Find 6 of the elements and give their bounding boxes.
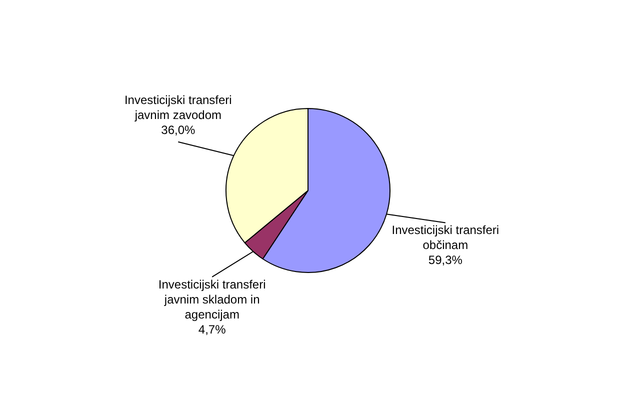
slice-label: Investicijski transferi javnim skladom in agencijam [158,277,266,322]
data-label: 4,7% [198,322,226,336]
slice-label: Investicijski transferi javnim zavodom [124,93,232,122]
data-label: 36,0% [161,123,196,138]
data-label: 59,3% [428,253,463,268]
slice-label: Investicijski transferi občinam [392,223,500,252]
